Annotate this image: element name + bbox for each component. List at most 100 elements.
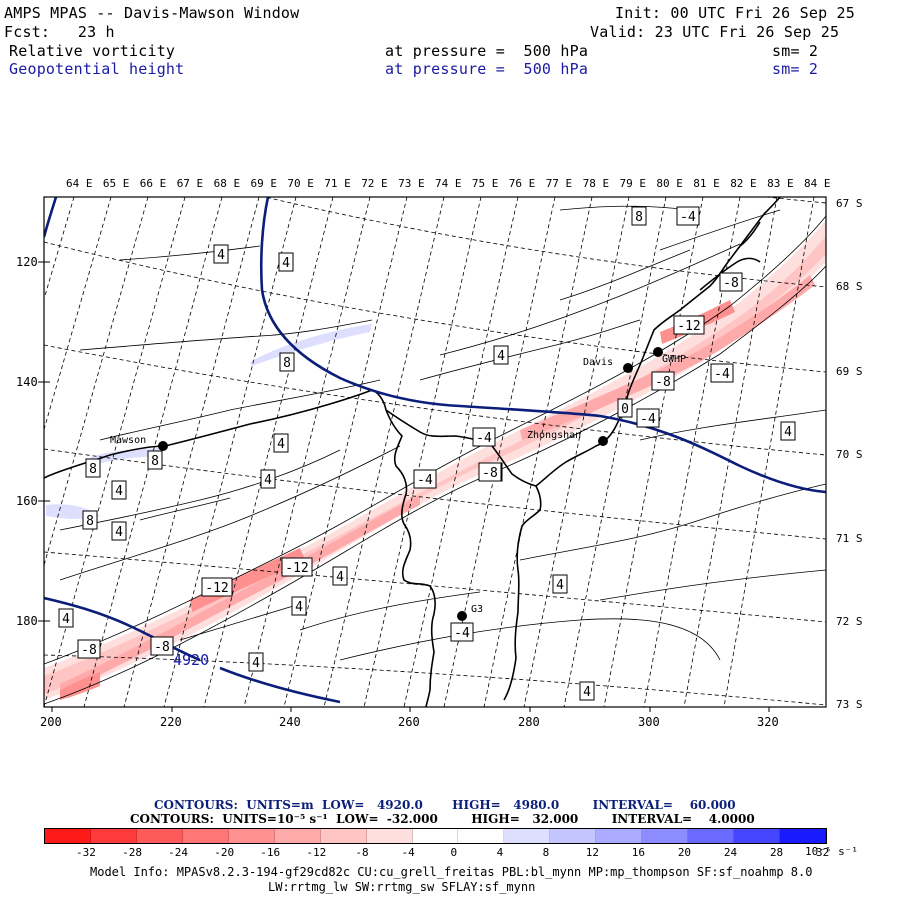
colorbar-swatch	[596, 829, 643, 843]
contour-value-box	[710, 363, 734, 383]
contour-value-box	[58, 608, 74, 628]
station-marker-g3	[457, 611, 467, 621]
height-contour-info: CONTOURS: UNITS=m LOW= 4920.0 HIGH= 4980…	[154, 798, 736, 812]
contour-value-box	[478, 462, 502, 482]
contour-value-text: 0	[621, 402, 629, 417]
longitude-label: 65 E	[102, 177, 130, 190]
colorbar-label: -4	[401, 846, 415, 859]
geopotential-height-contours	[44, 197, 826, 704]
x-tick-label: 300	[638, 715, 660, 729]
longitude-label: 77 E	[545, 177, 573, 190]
station-marker-gwhp	[653, 347, 663, 357]
graticule	[44, 197, 826, 707]
x-tick-label: 240	[279, 715, 301, 729]
longitude-label: 84 E	[804, 177, 831, 190]
contour-value-box	[673, 315, 705, 335]
x-tick-label: 200	[40, 715, 62, 729]
contour-value-text: 4	[252, 656, 260, 671]
longitude-label: 71 E	[324, 177, 351, 190]
vorticity-contour-info: CONTOURS: UNITS=10⁻⁵ s⁻¹ LOW= -32.000 HI…	[130, 812, 755, 826]
colorbar-label: 0	[450, 846, 458, 859]
contour-value-box	[332, 566, 348, 586]
contour-value-box	[278, 252, 294, 272]
field2-name: Geopotential height	[9, 60, 185, 78]
station-marker-davis	[623, 363, 633, 373]
model-info-line2: LW:rrtmg_lw SW:rrtmg_sw SFLAY:sf_mynn	[268, 880, 536, 894]
contour-value-text: -4	[680, 210, 696, 225]
longitude-label: 76 E	[508, 177, 536, 190]
colorbar-label: -20	[214, 846, 235, 859]
colorbar-label: 12	[585, 846, 599, 859]
contour-value-box	[579, 681, 595, 701]
contour-value-box	[77, 639, 101, 659]
contour-value-text: -4	[640, 412, 656, 427]
contour-value-box	[631, 206, 647, 226]
colorbar	[44, 828, 827, 844]
contour-value-box	[260, 469, 276, 489]
y-tick-label: 180	[16, 614, 38, 628]
colorbar-swatch	[366, 829, 413, 843]
latitude-label: 69 S	[836, 365, 863, 378]
model-info-line1: Model Info: MPASv8.2.3-194-gf29cd82c CU:…	[90, 865, 813, 879]
longitude-label: 74 E	[435, 177, 462, 190]
contour-value-text: 4	[282, 256, 290, 271]
contour-value-box	[450, 622, 474, 642]
contour-value-box	[617, 398, 633, 418]
contour-value-text: -12	[677, 319, 700, 334]
colorbar-unit: 10⁻⁵ s⁻¹	[805, 845, 858, 858]
latitude-label: 67 S	[836, 197, 863, 210]
coastline	[44, 197, 781, 707]
latitude-label: 71 S	[836, 532, 863, 545]
contour-value-box	[493, 345, 509, 365]
colorbar-label: -32	[76, 846, 96, 859]
contour-value-text: -12	[285, 561, 308, 576]
longitude-label: 83 E	[767, 177, 794, 190]
colorbar-label: -16	[260, 846, 281, 859]
colorbar-label: -28	[122, 846, 142, 859]
contour-value-text: 8	[151, 454, 159, 469]
colorbar-swatch	[274, 829, 321, 843]
contour-value-box	[201, 577, 233, 597]
longitude-label: 73 E	[398, 177, 425, 190]
contour-value-box	[82, 510, 98, 530]
y-tick-label: 160	[16, 494, 38, 508]
contour-value-text: -8	[723, 276, 739, 291]
x-tick-label: 260	[398, 715, 420, 729]
contour-value-box	[636, 408, 660, 428]
contour-value-text: 4	[277, 437, 285, 452]
colorbar-swatch	[45, 829, 91, 843]
colorbar-label: 8	[542, 846, 550, 859]
contour-value-box	[472, 427, 496, 447]
longitude-label: 68 E	[213, 177, 241, 190]
field2-smoothing: sm= 2	[772, 60, 819, 78]
y-axis-tick-marks	[38, 261, 50, 622]
colorbar-label: 16	[631, 846, 645, 859]
contour-value-box	[291, 596, 307, 616]
contour-value-box	[248, 652, 264, 672]
contour-value-text: -8	[81, 643, 97, 658]
colorbar-label: 32	[816, 846, 830, 859]
latitude-label: 73 S	[836, 698, 863, 711]
contour-value-text: 4	[336, 570, 344, 585]
latitude-label: 70 S	[836, 448, 863, 461]
contour-value-text: -8	[482, 466, 498, 481]
contour-value-text: 8	[89, 462, 97, 477]
contour-value-text: 4	[217, 248, 225, 263]
contour-value-box	[85, 458, 101, 478]
contour-value-text: 4	[556, 578, 564, 593]
init-time: Init: 00 UTC Fri 26 Sep 25	[615, 4, 855, 22]
latitude-label: 68 S	[836, 280, 863, 293]
station-label-mawson: Mawson	[110, 435, 146, 446]
contour-value-text: 4	[62, 612, 70, 627]
field2-level: at pressure = 500 hPa	[385, 60, 589, 78]
colorbar-swatch	[550, 829, 597, 843]
contour-value-text: 4	[295, 600, 303, 615]
colorbar-swatch	[458, 829, 505, 843]
contour-value-text: 8	[283, 356, 291, 371]
contour-value-text: 4	[115, 484, 123, 499]
contour-value-text: 4	[784, 425, 792, 440]
contour-value-box	[213, 244, 229, 264]
field1-name: Relative vorticity	[9, 42, 176, 60]
valid-time: Valid: 23 UTC Fri 26 Sep 25	[590, 23, 840, 41]
